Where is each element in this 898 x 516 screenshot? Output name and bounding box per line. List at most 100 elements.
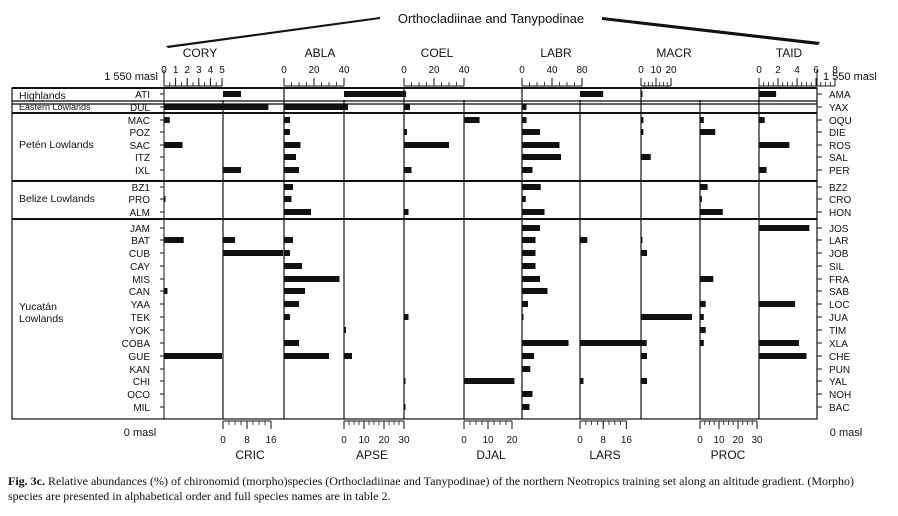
bar-cory <box>164 117 170 123</box>
bar-cory <box>164 142 183 148</box>
bottom-taxon-name: APSE <box>356 448 388 462</box>
bar-cory <box>164 196 166 202</box>
top-tick-label: 8 <box>832 65 838 76</box>
top-tick-label: 0 <box>638 65 644 76</box>
lake-label-right: ROS <box>829 141 851 152</box>
lake-label-left: DUL <box>130 103 150 114</box>
bottom-tick-label: 0 <box>220 435 226 446</box>
lake-label-right: CHE <box>829 352 850 363</box>
lake-label-left: SAC <box>129 141 150 152</box>
bar-abla <box>284 314 290 320</box>
bottom-tick-label: 0 <box>461 435 467 446</box>
bar-coel <box>404 404 406 410</box>
bar-proc <box>700 276 714 282</box>
bottom-tick-label: 20 <box>378 435 390 446</box>
lake-label-right: JUA <box>829 313 848 324</box>
top-taxon-name: LABR <box>540 46 572 60</box>
region-separator <box>12 103 817 105</box>
bar-abla <box>284 209 311 215</box>
lake-label-right: JOS <box>829 224 849 235</box>
bar-taid <box>759 340 799 346</box>
bar-labr <box>522 237 536 243</box>
top-tick-label: 2 <box>184 65 190 76</box>
left-altitude-bottom: 0 masl <box>124 427 156 439</box>
top-tick-label: 80 <box>576 65 588 76</box>
bar-abla <box>284 129 290 135</box>
bar-abla <box>284 142 301 148</box>
bar-labr <box>522 288 548 294</box>
lake-label-right: SAL <box>829 153 848 164</box>
lake-label-left: IXL <box>135 166 150 177</box>
bar-labr <box>522 117 527 123</box>
bar-abla <box>284 250 290 256</box>
lake-label-right: PUN <box>829 365 850 376</box>
bottom-tick-label: 0 <box>341 435 347 446</box>
bar-taid <box>759 301 796 307</box>
top-taxon-name: TAID <box>776 46 803 60</box>
right-altitude-top: 1 550 masl <box>823 71 877 83</box>
lake-label-left: CUB <box>129 249 150 260</box>
bar-abla <box>284 196 292 202</box>
bar-labr <box>522 167 533 173</box>
region-label: Yucatán <box>19 301 57 313</box>
region-separator <box>12 112 817 114</box>
lake-label-left: BAT <box>131 236 150 247</box>
lake-label-left: TEK <box>131 313 151 324</box>
bar-cric <box>223 91 241 97</box>
bottom-tick-label: 30 <box>751 435 763 446</box>
top-tick-label: 0 <box>519 65 525 76</box>
title-bracket-right <box>602 17 820 45</box>
top-tick-label: 4 <box>208 65 214 76</box>
bar-cric <box>223 237 235 243</box>
lake-label-right: FRA <box>829 275 849 286</box>
lake-label-right: LAR <box>829 236 848 247</box>
bottom-tick-label: 10 <box>713 435 725 446</box>
region-label: Highlands <box>19 90 66 102</box>
bottom-tick-label: 20 <box>506 435 518 446</box>
bar-taid <box>759 91 777 97</box>
top-tick-label: 20 <box>308 65 320 76</box>
chart-marks <box>164 91 810 410</box>
lake-label-right: OQU <box>829 116 852 127</box>
top-tick-label: 20 <box>665 65 677 76</box>
bar-abla <box>284 237 293 243</box>
bar-proc <box>700 129 716 135</box>
bar-labr <box>522 276 540 282</box>
bar-labr <box>522 196 526 202</box>
caption-label: Fig. 3c. <box>8 474 45 488</box>
bar-coel <box>404 314 409 320</box>
top-tick-label: 10 <box>650 65 662 76</box>
lake-label-right: DIE <box>829 128 846 139</box>
lake-label-left: YOK <box>129 326 150 337</box>
bar-labr <box>522 209 545 215</box>
bar-abla <box>284 167 299 173</box>
lake-label-left: JAM <box>130 224 150 235</box>
bar-coel <box>404 167 412 173</box>
bar-labr <box>522 263 536 269</box>
figure-caption: Fig. 3c. Relative abundances (%) of chir… <box>8 474 890 504</box>
bar-proc <box>700 184 708 190</box>
bottom-tick-label: 0 <box>697 435 703 446</box>
bar-proc <box>700 327 706 333</box>
lake-label-left: MAC <box>128 116 150 127</box>
lake-label-right: SAB <box>829 287 849 298</box>
bar-abla <box>284 154 296 160</box>
region-separator <box>12 180 817 182</box>
lake-label-left: CHI <box>133 377 150 388</box>
lake-label-right: SIL <box>829 262 844 273</box>
bar-coel <box>404 209 409 215</box>
bar-lars <box>580 91 604 97</box>
lake-label-left: ATI <box>135 90 150 101</box>
bar-cory <box>164 353 222 359</box>
bar-labr <box>522 142 560 148</box>
bottom-tick-label: 20 <box>732 435 744 446</box>
lake-label-left: PRO <box>128 195 150 206</box>
region-separator <box>12 100 817 102</box>
left-altitude-top: 1 550 masl <box>104 71 158 83</box>
bottom-tick-label: 8 <box>244 435 250 446</box>
lake-label-left: COBA <box>122 339 151 350</box>
bar-labr <box>522 184 541 190</box>
top-tick-label: 20 <box>428 65 440 76</box>
lake-label-right: NOH <box>829 390 851 401</box>
bar-labr <box>522 104 527 110</box>
